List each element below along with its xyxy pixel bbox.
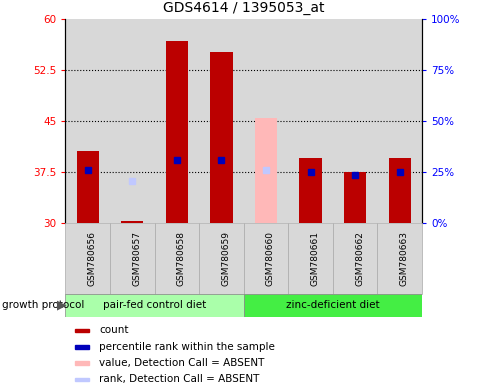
Bar: [65, 19, 110, 223]
Bar: [388, 158, 410, 223]
Bar: [121, 221, 143, 223]
Text: percentile rank within the sample: percentile rank within the sample: [99, 342, 274, 352]
Bar: [75, 377, 89, 381]
Text: GSM780663: GSM780663: [399, 231, 408, 286]
Text: GSM780662: GSM780662: [354, 231, 363, 286]
Text: GSM780657: GSM780657: [132, 231, 141, 286]
Bar: [287, 223, 332, 294]
Text: value, Detection Call = ABSENT: value, Detection Call = ABSENT: [99, 358, 264, 368]
Bar: [154, 19, 199, 223]
Text: GSM780661: GSM780661: [310, 231, 319, 286]
Bar: [287, 19, 332, 223]
Title: GDS4614 / 1395053_at: GDS4614 / 1395053_at: [163, 2, 324, 15]
Text: GSM780659: GSM780659: [221, 231, 230, 286]
Bar: [332, 19, 377, 223]
Text: ▶: ▶: [57, 299, 67, 312]
Text: rank, Detection Call = ABSENT: rank, Detection Call = ABSENT: [99, 374, 259, 384]
Text: GSM780658: GSM780658: [177, 231, 185, 286]
Text: count: count: [99, 326, 128, 336]
Bar: [243, 223, 287, 294]
Bar: [65, 223, 110, 294]
Bar: [110, 223, 154, 294]
Bar: [110, 19, 154, 223]
Text: GSM780656: GSM780656: [88, 231, 96, 286]
Text: GSM780660: GSM780660: [265, 231, 274, 286]
Bar: [76, 152, 99, 223]
Bar: [199, 19, 243, 223]
Bar: [377, 223, 421, 294]
Bar: [199, 223, 243, 294]
Bar: [377, 19, 421, 223]
Bar: [210, 52, 232, 223]
Bar: [243, 294, 421, 317]
Bar: [332, 223, 377, 294]
Text: pair-fed control diet: pair-fed control diet: [103, 300, 206, 310]
Bar: [343, 172, 365, 223]
Text: growth protocol: growth protocol: [2, 300, 85, 310]
Bar: [75, 345, 89, 349]
Text: zinc-deficient diet: zinc-deficient diet: [286, 300, 379, 310]
Bar: [299, 158, 321, 223]
Bar: [243, 19, 287, 223]
Bar: [166, 41, 188, 223]
Bar: [254, 118, 276, 223]
Bar: [75, 361, 89, 365]
Bar: [65, 294, 243, 317]
Bar: [75, 329, 89, 332]
Bar: [154, 223, 199, 294]
